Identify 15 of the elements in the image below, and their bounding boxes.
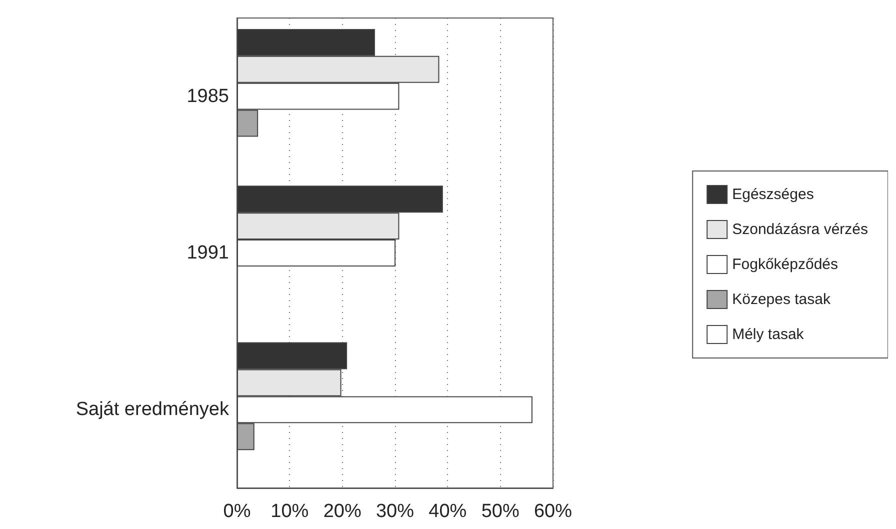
y-tick-label: 1991 (186, 242, 229, 264)
legend-label: Fogkőképződés (732, 256, 838, 273)
legend-label: Szondázásra vérzés (732, 221, 868, 238)
legend-label: Közepes tasak (732, 291, 831, 308)
x-tick-label: 0% (223, 501, 251, 522)
legend-label: Mély tasak (732, 326, 804, 343)
legend-label: Egészséges (732, 186, 814, 203)
y-tick-label: Saját eredmények (76, 399, 230, 420)
x-tick-label: 60% (534, 501, 572, 522)
x-tick-label: 30% (376, 501, 414, 522)
x-tick-label: 50% (481, 501, 520, 522)
x-tick-label: 40% (428, 501, 467, 522)
x-tick-label: 10% (270, 501, 309, 522)
x-tick-label: 20% (323, 501, 362, 522)
y-tick-label: 1985 (186, 86, 229, 107)
